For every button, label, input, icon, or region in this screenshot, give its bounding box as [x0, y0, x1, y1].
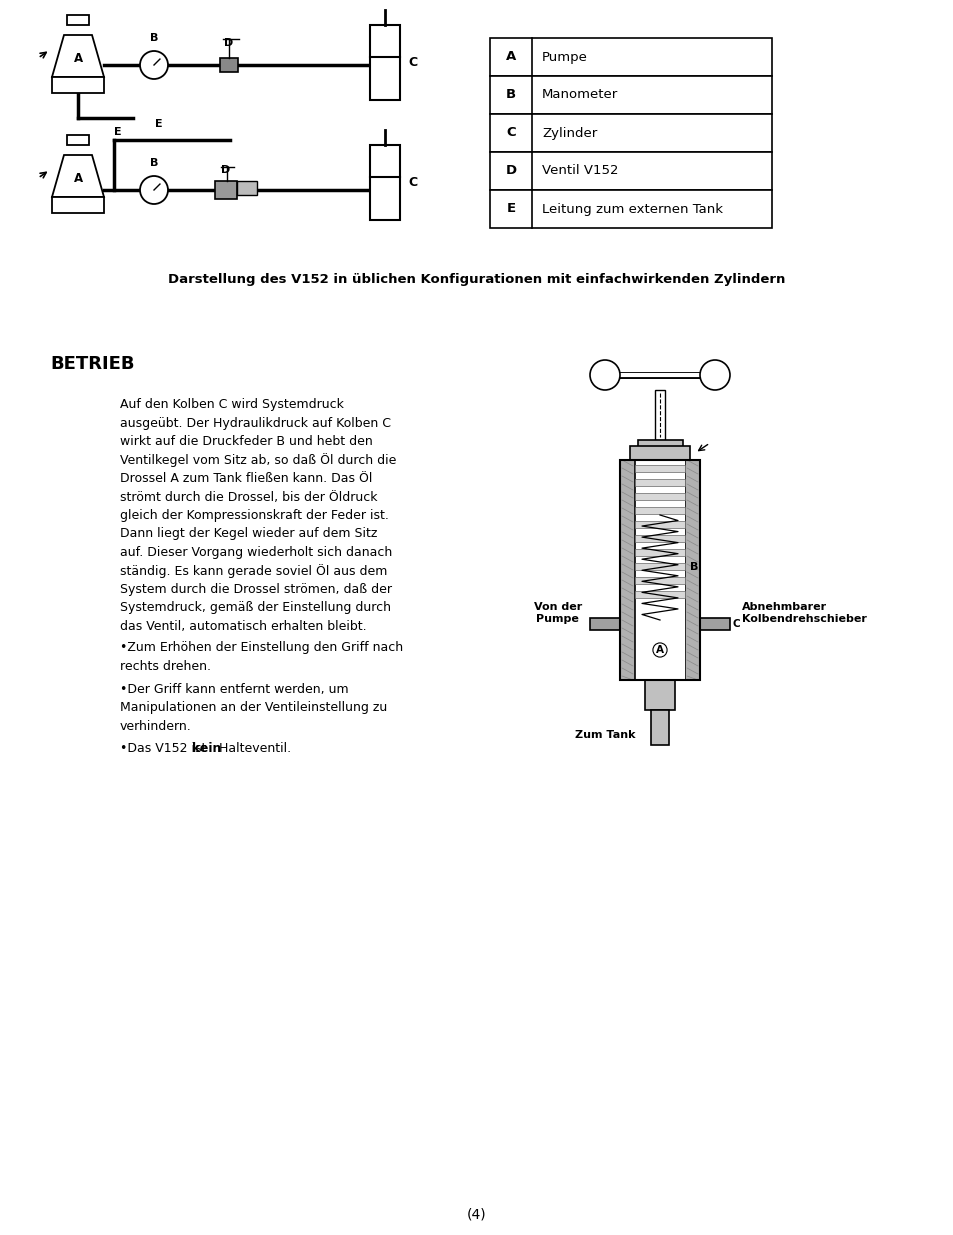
Polygon shape	[52, 156, 104, 198]
Bar	[635, 493, 684, 500]
Text: D: D	[505, 164, 516, 178]
Text: strömt durch die Drossel, bis der Öldruck: strömt durch die Drossel, bis der Öldruc…	[120, 490, 377, 504]
Bar	[635, 521, 684, 529]
Bar	[619, 459, 700, 680]
Circle shape	[140, 51, 168, 79]
Text: E: E	[155, 119, 163, 128]
Text: E: E	[114, 127, 122, 137]
Text: B: B	[150, 158, 158, 168]
Bar	[370, 25, 399, 100]
Text: E: E	[506, 203, 515, 215]
Text: Ventil V152: Ventil V152	[541, 164, 618, 178]
Text: Ventilkegel vom Sitz ab, so daß Öl durch die: Ventilkegel vom Sitz ab, so daß Öl durch…	[120, 453, 395, 468]
Bar	[490, 152, 771, 190]
Circle shape	[589, 359, 619, 390]
Polygon shape	[52, 35, 104, 77]
Bar	[67, 135, 89, 144]
Text: Abnehmbarer
Kolbendrehschieber: Abnehmbarer Kolbendrehschieber	[741, 603, 866, 624]
Text: gleich der Kompressionskraft der Feder ist.: gleich der Kompressionskraft der Feder i…	[120, 509, 389, 522]
Text: B: B	[505, 89, 516, 101]
Text: C: C	[506, 126, 516, 140]
Text: Zum Tank: Zum Tank	[574, 730, 635, 740]
Bar	[635, 479, 684, 487]
Text: kein: kein	[192, 742, 221, 755]
Bar	[490, 38, 771, 77]
Bar	[635, 550, 684, 556]
Bar	[52, 198, 104, 212]
Bar	[490, 114, 771, 152]
Text: Halteventil.: Halteventil.	[215, 742, 291, 755]
Circle shape	[140, 177, 168, 204]
Text: wirkt auf die Druckfeder B und hebt den: wirkt auf die Druckfeder B und hebt den	[120, 435, 373, 448]
Text: Von der
Pumpe: Von der Pumpe	[533, 603, 581, 624]
Text: ausgeübt. Der Hydraulikdruck auf Kolben C: ausgeübt. Der Hydraulikdruck auf Kolben …	[120, 416, 391, 430]
Bar	[700, 618, 729, 630]
Text: Darstellung des V152 in üblichen Konfigurationen mit einfachwirkenden Zylindern: Darstellung des V152 in üblichen Konfigu…	[168, 273, 785, 287]
Text: Pumpe: Pumpe	[541, 51, 587, 63]
Bar	[236, 182, 256, 195]
Bar	[635, 535, 684, 542]
Text: Manipulationen an der Ventileinstellung zu: Manipulationen an der Ventileinstellung …	[120, 701, 387, 714]
Text: D: D	[224, 38, 233, 48]
Bar	[684, 459, 700, 680]
Text: BETRIEB: BETRIEB	[50, 354, 134, 373]
Bar	[650, 710, 668, 745]
Bar	[67, 15, 89, 25]
Text: rechts drehen.: rechts drehen.	[120, 659, 211, 673]
Bar	[214, 182, 236, 199]
Text: (4): (4)	[467, 1208, 486, 1221]
Bar	[635, 466, 684, 472]
Bar	[635, 563, 684, 571]
Text: C: C	[732, 619, 740, 629]
Text: Zylinder: Zylinder	[541, 126, 597, 140]
Bar	[220, 58, 237, 72]
Text: auf. Dieser Vorgang wiederholt sich danach: auf. Dieser Vorgang wiederholt sich dana…	[120, 546, 392, 559]
Text: A: A	[656, 645, 663, 655]
Bar	[490, 77, 771, 114]
Text: Dann liegt der Kegel wieder auf dem Sitz: Dann liegt der Kegel wieder auf dem Sitz	[120, 527, 377, 541]
Bar	[655, 390, 664, 440]
Text: Leitung zum externen Tank: Leitung zum externen Tank	[541, 203, 722, 215]
Text: A: A	[505, 51, 516, 63]
Circle shape	[700, 359, 729, 390]
Bar	[619, 459, 635, 680]
Text: Systemdruck, gemäß der Einstellung durch: Systemdruck, gemäß der Einstellung durch	[120, 601, 391, 615]
Text: verhindern.: verhindern.	[120, 720, 192, 732]
Text: Manometer: Manometer	[541, 89, 618, 101]
Bar	[635, 592, 684, 598]
Text: System durch die Drossel strömen, daß der: System durch die Drossel strömen, daß de…	[120, 583, 392, 597]
Bar	[644, 680, 675, 710]
Bar	[490, 190, 771, 228]
Bar	[635, 508, 684, 514]
Text: •Das V152 ist: •Das V152 ist	[120, 742, 211, 755]
Bar	[370, 144, 399, 220]
Bar	[635, 459, 684, 680]
Text: das Ventil, automatisch erhalten bleibt.: das Ventil, automatisch erhalten bleibt.	[120, 620, 366, 634]
Text: ständig. Es kann gerade soviel Öl aus dem: ständig. Es kann gerade soviel Öl aus de…	[120, 564, 387, 578]
Text: A: A	[73, 52, 83, 64]
Text: Auf den Kolben C wird Systemdruck: Auf den Kolben C wird Systemdruck	[120, 398, 343, 411]
Text: A: A	[73, 172, 83, 184]
Text: C: C	[408, 175, 416, 189]
Bar	[589, 618, 619, 630]
Bar	[638, 440, 682, 459]
Text: Drossel A zum Tank fließen kann. Das Öl: Drossel A zum Tank fließen kann. Das Öl	[120, 472, 372, 485]
Text: B: B	[689, 562, 698, 572]
Text: B: B	[150, 33, 158, 43]
Bar	[52, 77, 104, 93]
Bar	[635, 577, 684, 584]
Text: D: D	[221, 165, 231, 175]
Text: C: C	[408, 56, 416, 68]
Text: •Zum Erhöhen der Einstellung den Griff nach: •Zum Erhöhen der Einstellung den Griff n…	[120, 641, 403, 655]
Bar	[629, 446, 689, 459]
Text: •Der Griff kann entfernt werden, um: •Der Griff kann entfernt werden, um	[120, 683, 348, 695]
